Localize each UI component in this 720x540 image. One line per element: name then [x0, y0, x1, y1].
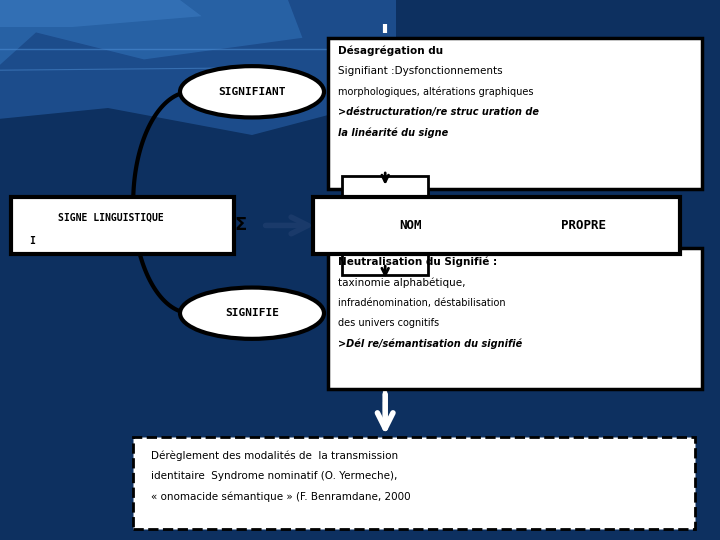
Text: SIGNIFIE: SIGNIFIE: [225, 308, 279, 318]
Text: SIGNE LINGUISTIQUE: SIGNE LINGUISTIQUE: [58, 213, 163, 223]
Ellipse shape: [180, 287, 324, 339]
Text: >Dél re/sémantisation du signifié: >Dél re/sémantisation du signifié: [338, 339, 523, 349]
Text: identitaire  Syndrome nominatif (O. Yermeche),: identitaire Syndrome nominatif (O. Yerme…: [151, 471, 397, 482]
Polygon shape: [0, 0, 202, 27]
Text: « onomacide sémantique » (F. Benramdane, 2000: « onomacide sémantique » (F. Benramdane,…: [151, 492, 411, 502]
Text: PROPRE: PROPRE: [561, 219, 606, 232]
Text: morphologiques, altérations graphiques: morphologiques, altérations graphiques: [338, 87, 534, 97]
FancyBboxPatch shape: [11, 197, 234, 254]
FancyBboxPatch shape: [133, 437, 695, 529]
Text: Dérèglement des modalités de  la transmission: Dérèglement des modalités de la transmis…: [151, 451, 398, 461]
Polygon shape: [0, 0, 302, 65]
Text: I: I: [29, 236, 35, 246]
Text: Désagrégation du: Désagrégation du: [338, 46, 444, 56]
Text: >déstructuration/re struc uration de: >déstructuration/re struc uration de: [338, 107, 539, 118]
Text: des univers cognitifs: des univers cognitifs: [338, 318, 439, 328]
Polygon shape: [0, 0, 396, 135]
Text: taxinomie alphabétique,: taxinomie alphabétique,: [338, 277, 466, 287]
Text: la linéarité du signe: la linéarité du signe: [338, 128, 449, 138]
Text: Σ: Σ: [234, 217, 246, 234]
Text: SIGNIFIANT: SIGNIFIANT: [218, 87, 286, 97]
Ellipse shape: [180, 66, 324, 118]
FancyBboxPatch shape: [313, 197, 680, 254]
Text: Neutralisation du Signifié :: Neutralisation du Signifié :: [338, 256, 498, 267]
Text: infradénomination, déstabilisation: infradénomination, déstabilisation: [338, 298, 506, 308]
FancyBboxPatch shape: [342, 251, 428, 275]
FancyBboxPatch shape: [328, 248, 702, 389]
FancyBboxPatch shape: [328, 38, 702, 189]
FancyBboxPatch shape: [342, 176, 428, 200]
Text: NOM: NOM: [399, 219, 422, 232]
Text: Signifiant :Dysfonctionnements: Signifiant :Dysfonctionnements: [338, 66, 503, 77]
